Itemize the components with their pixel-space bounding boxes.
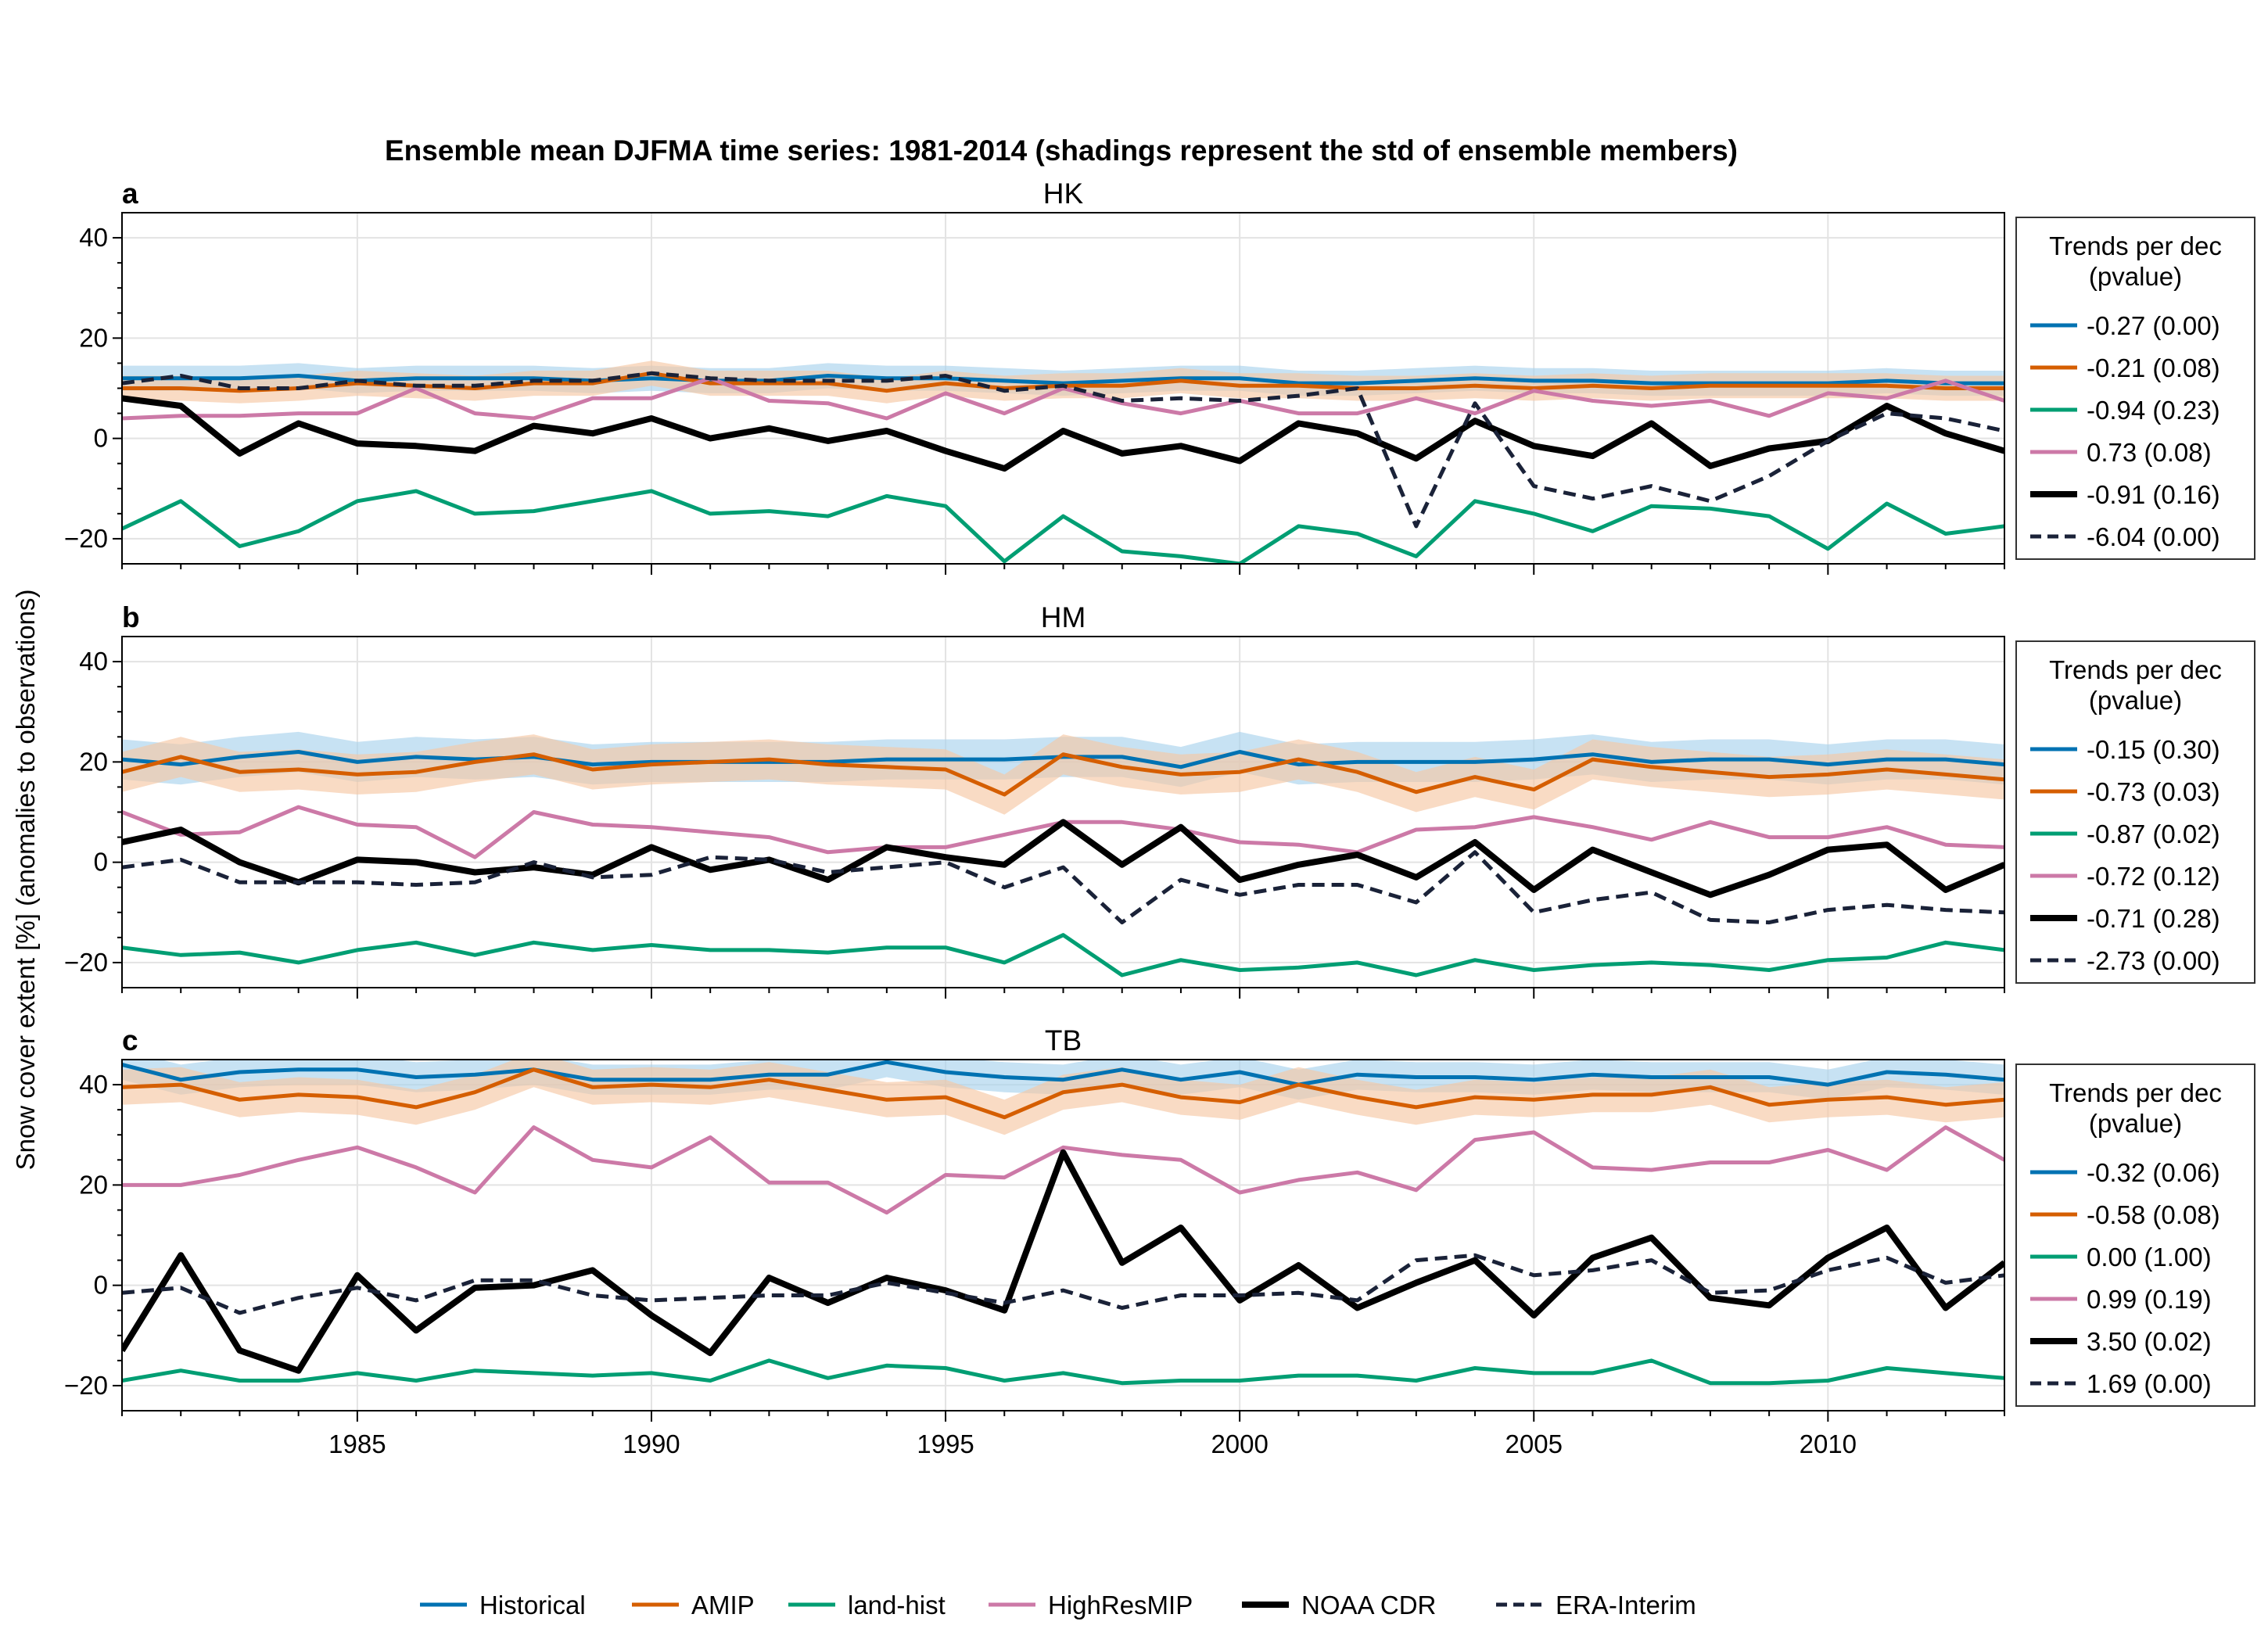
trend-value: -0.58 (0.08) <box>2087 1200 2220 1229</box>
series-line-land-hist <box>122 933 2004 977</box>
x-tick-label: 2010 <box>1800 1429 1857 1458</box>
trend-legend: Trends per dec(pvalue) -0.15 (0.30) -0.73 … <box>2015 640 2255 984</box>
trend-value: -0.94 (0.23) <box>2087 396 2220 425</box>
series-line-land-hist <box>122 1358 2004 1386</box>
series-line-noaa-cdr <box>122 819 2004 899</box>
series-line-amip <box>122 1067 2004 1120</box>
panel-letter: c <box>122 1024 138 1056</box>
y-tick-label: 20 <box>79 323 108 352</box>
trend-legend-box <box>2015 640 2255 984</box>
legend-label: AMIP <box>691 1591 755 1620</box>
panel-b: −20 0 20 40 b HM Trends per dec(pvalue) -0.15 (… <box>64 601 2255 999</box>
trend-value: 0.99 (0.19) <box>2087 1285 2212 1314</box>
series-legend: Historical AMIP land-hist HighResMIP NOAA CD… <box>420 1591 1696 1620</box>
y-tick-label: 40 <box>79 1070 108 1099</box>
y-tick-label: −20 <box>64 524 108 553</box>
trend-value: -0.73 (0.03) <box>2087 777 2220 806</box>
panel-title: HK <box>1043 178 1084 210</box>
panel-c: −20 0 20 40 1985 1990 1995 2000 2005 2010 c TB Trend… <box>64 1024 2255 1458</box>
trend-legend-title: Trends per dec <box>2049 655 2222 684</box>
legend-label: Historical <box>479 1591 586 1620</box>
trend-value: -0.27 (0.00) <box>2087 311 2220 340</box>
series-line-era-interim <box>122 1253 2004 1315</box>
series-line-era-interim <box>122 371 2004 529</box>
x-tick-label: 2005 <box>1505 1429 1563 1458</box>
panel-title: HM <box>1041 601 1086 633</box>
trend-value: -0.15 (0.30) <box>2087 735 2220 764</box>
series-line-land-hist <box>122 489 2004 564</box>
panel-letter: a <box>122 178 138 210</box>
trend-value: -0.71 (0.28) <box>2087 904 2220 933</box>
series-line-amip <box>122 752 2004 797</box>
series-line-noaa-cdr <box>122 395 2004 472</box>
y-tick-label: 0 <box>94 1271 108 1300</box>
panel-data-area <box>122 1060 2004 1386</box>
series-line-highresmip <box>122 376 2004 421</box>
panel-data-area <box>122 731 2004 977</box>
legend-label: ERA-Interim <box>1556 1591 1696 1620</box>
trend-legend-subtitle: (pvalue) <box>2089 686 2182 715</box>
y-tick-label: 0 <box>94 424 108 453</box>
x-tick-label: 1985 <box>328 1429 386 1458</box>
trend-value: -0.21 (0.08) <box>2087 353 2220 382</box>
y-tick-label: 0 <box>94 848 108 877</box>
trend-legend-box <box>2015 1064 2255 1407</box>
x-tick-label: 2000 <box>1211 1429 1268 1458</box>
trend-legend: Trends per dec(pvalue) -0.32 (0.06) -0.58 … <box>2015 1064 2255 1407</box>
x-tick-label: 1995 <box>917 1429 974 1458</box>
chart-title: Ensemble mean DJFMA time series: 1981-20… <box>385 135 1738 167</box>
y-tick-label: −20 <box>64 1371 108 1400</box>
series-line-highresmip <box>122 1125 2004 1215</box>
y-axis-label: Snow cover extent [%] (anomalies to obse… <box>11 590 40 1171</box>
y-tick-label: −20 <box>64 948 108 977</box>
trend-value: -0.72 (0.12) <box>2087 862 2220 891</box>
trend-value: -0.91 (0.16) <box>2087 480 2220 509</box>
series-line-historical <box>122 750 2004 769</box>
legend-label: NOAA CDR <box>1301 1591 1436 1620</box>
x-tick-label: 1990 <box>623 1429 680 1458</box>
legend-label: HighResMIP <box>1048 1591 1193 1620</box>
legend-label: land-hist <box>848 1591 946 1620</box>
y-tick-label: 20 <box>79 1170 108 1199</box>
trend-value: 1.69 (0.00) <box>2087 1369 2212 1398</box>
trend-value: 0.00 (1.00) <box>2087 1243 2212 1272</box>
series-line-era-interim <box>122 850 2004 925</box>
trend-legend-title: Trends per dec <box>2049 1078 2222 1107</box>
series-line-highresmip <box>122 805 2004 859</box>
trend-value: 0.73 (0.08) <box>2087 438 2212 467</box>
trend-value: -0.87 (0.02) <box>2087 820 2220 848</box>
y-tick-label: 20 <box>79 747 108 776</box>
trend-legend: Trends per dec(pvalue) -0.27 (0.00) -0.21 … <box>2015 217 2255 560</box>
panel-a: −20 0 20 40 a HK Trends per dec(pvalue) -0.27 (… <box>64 178 2255 575</box>
panel-title: TB <box>1045 1024 1082 1056</box>
trend-legend-title: Trends per dec <box>2049 231 2222 260</box>
y-tick-label: 40 <box>79 223 108 252</box>
panel-letter: b <box>122 601 140 633</box>
std-band-amip <box>122 734 2004 815</box>
series-line-historical <box>122 1060 2004 1087</box>
y-tick-label: 40 <box>79 647 108 676</box>
trend-legend-subtitle: (pvalue) <box>2089 1109 2182 1138</box>
trend-legend-subtitle: (pvalue) <box>2089 262 2182 291</box>
trend-value: -0.32 (0.06) <box>2087 1158 2220 1187</box>
panel-data-area <box>122 360 2004 564</box>
trend-legend-box <box>2015 217 2255 560</box>
trend-value: -6.04 (0.00) <box>2087 522 2220 551</box>
series-line-noaa-cdr <box>122 1149 2004 1374</box>
trend-value: 3.50 (0.02) <box>2087 1327 2212 1356</box>
trend-value: -2.73 (0.00) <box>2087 946 2220 975</box>
series-line-historical <box>122 374 2004 386</box>
